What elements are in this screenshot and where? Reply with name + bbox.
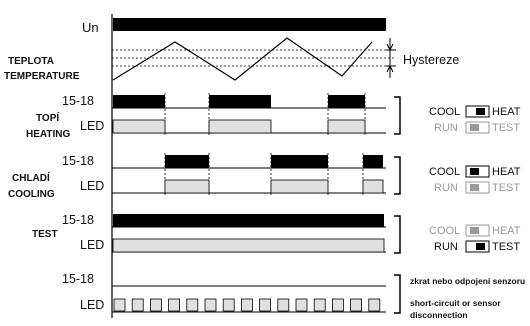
fault-led-blink	[222, 298, 235, 312]
cooling-relay-label: 15-18	[62, 154, 94, 168]
fault-led-blink	[113, 298, 126, 312]
heating-led-pulse	[327, 119, 366, 134]
fault-note-en-line1: short-circuit or sensor	[410, 298, 501, 308]
legend-cool-label: COOL	[429, 225, 460, 237]
heating-label-cz: TOPÍ	[36, 111, 59, 124]
fault-led-blink	[350, 298, 363, 312]
cooling-relay-pulses	[165, 155, 383, 168]
fault-led-blink	[240, 298, 253, 312]
legend-switch-knob	[470, 124, 479, 131]
legend-heat-label: HEAT	[492, 225, 521, 237]
test-label: TEST	[32, 229, 58, 240]
fault-led-blinks	[113, 298, 381, 312]
fault-led-blink	[149, 298, 162, 312]
legend-test-label: TEST	[492, 182, 520, 194]
legend-test-label: TEST	[492, 241, 520, 253]
legend-cool-label: COOL	[429, 106, 460, 118]
fault-led-blink	[131, 298, 144, 312]
legend-test-label: TEST	[492, 122, 520, 134]
hysteresis-indicator	[386, 38, 396, 78]
heating-bracket	[394, 96, 401, 135]
fault-led-blink	[204, 298, 217, 312]
temperature-label-cz: TEPLOTA	[8, 56, 54, 67]
cooling-label-en: COOLING	[8, 189, 55, 200]
fault-relay-label: 15-18	[62, 272, 94, 286]
legend-cooling: COOL HEAT RUN TEST	[429, 165, 521, 194]
cooling-led-pulse	[270, 179, 329, 194]
fault-led-blink	[259, 298, 272, 312]
heating-led-pulses	[112, 119, 366, 134]
heating-relay-pulse	[113, 95, 165, 108]
legend-run-label: RUN	[434, 182, 458, 194]
legend-test: COOL HEAT RUN TEST	[429, 224, 521, 253]
cooling-led-pulse	[362, 179, 384, 194]
legend-switch-knob	[476, 243, 485, 250]
fault-led-label: LED	[80, 298, 104, 312]
cooling-led-pulses	[164, 179, 384, 194]
un-bar	[113, 18, 386, 31]
fault-led-blink	[313, 298, 326, 312]
temperature-label-en: TEMPERATURE	[4, 71, 80, 82]
cooling-bracket	[394, 156, 401, 195]
heating-led-pulse	[208, 119, 272, 134]
cooling-relay-pulse	[363, 155, 383, 168]
fault-note-cz: zkrat nebo odpojení senzoru	[410, 276, 525, 286]
test-led-label: LED	[80, 238, 104, 252]
heating-led-label: LED	[80, 119, 104, 133]
event-lines	[164, 93, 366, 196]
hysteresis-label: Hystereze	[403, 53, 459, 67]
fault-led-blink	[331, 298, 344, 312]
temperature-thresholds	[112, 49, 396, 67]
fault-led-blink	[186, 298, 199, 312]
legend-heat-label: HEAT	[492, 166, 521, 178]
cooling-relay-pulse	[165, 155, 209, 168]
cooling-led-pulse	[164, 179, 210, 194]
legend-heating: COOL HEAT RUN TEST	[429, 105, 521, 134]
temperature-curve	[112, 37, 373, 81]
heating-label-en: HEATING	[26, 129, 70, 140]
legend-run-label: RUN	[434, 241, 458, 253]
legend-switch-knob	[470, 227, 479, 234]
test-relay-label: 15-18	[62, 213, 94, 227]
fault-note-en-line2: disconnection	[410, 310, 468, 320]
heating-led-pulse	[112, 119, 166, 134]
cooling-led-label: LED	[80, 179, 104, 193]
fault-led-blink	[368, 298, 381, 312]
heating-relay-pulse	[209, 95, 271, 108]
section-brackets	[394, 96, 401, 314]
fault-led-blink	[295, 298, 308, 312]
heating-relay-pulse	[328, 95, 365, 108]
un-label: Un	[82, 20, 99, 35]
legend-heat-label: HEAT	[492, 106, 521, 118]
cooling-relay-pulse	[271, 155, 328, 168]
legend-switch-knob	[476, 108, 485, 115]
test-bracket	[394, 215, 401, 254]
test-led-pulse	[112, 238, 385, 253]
heating-relay-label: 15-18	[62, 94, 94, 108]
fault-led-blink	[277, 298, 290, 312]
fault-bracket	[394, 274, 401, 314]
heating-relay-pulses	[113, 95, 365, 108]
test-relay-pulse	[113, 214, 384, 227]
cooling-label-cz: CHLADÍ	[12, 171, 50, 184]
legend-cool-label: COOL	[429, 166, 460, 178]
legend-switch-knob	[470, 168, 479, 175]
legend-run-label: RUN	[434, 122, 458, 134]
legend-switch-knob	[470, 184, 479, 191]
fault-led-blink	[168, 298, 181, 312]
